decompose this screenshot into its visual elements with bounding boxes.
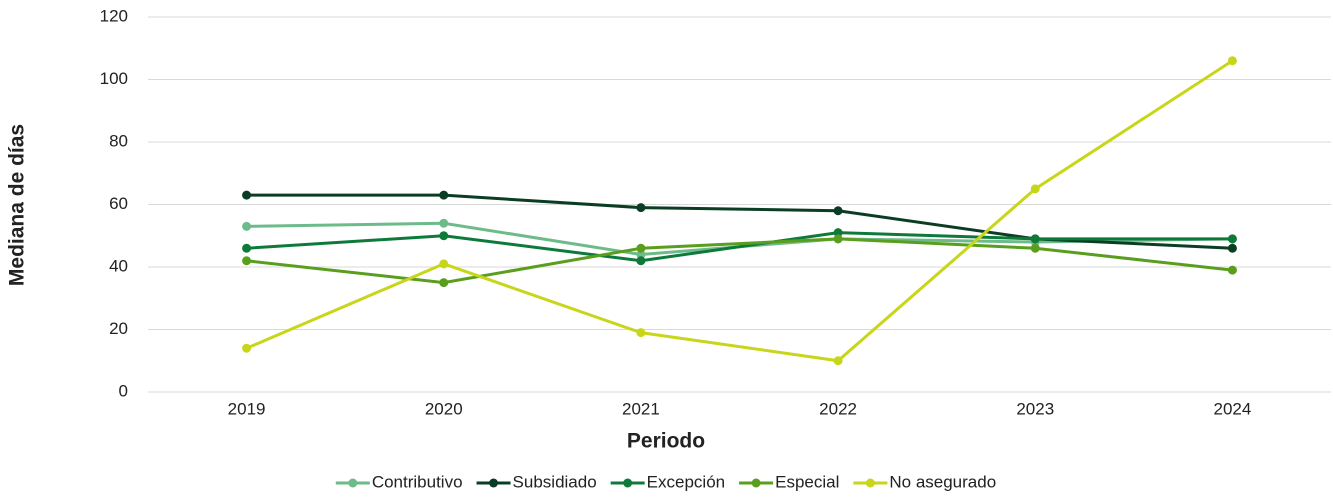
x-tick-label: 2019 <box>228 399 266 418</box>
data-point <box>242 243 252 253</box>
data-point <box>1227 56 1237 66</box>
x-tick-label: 2021 <box>622 399 660 418</box>
data-point <box>242 343 252 353</box>
x-tick-label: 2022 <box>819 399 857 418</box>
data-point <box>833 228 843 238</box>
series-line <box>246 231 1233 263</box>
legend-marker <box>623 478 633 488</box>
data-point <box>833 234 843 244</box>
legend-label: No asegurado <box>889 472 996 491</box>
legend-label: Especial <box>775 472 839 491</box>
data-point <box>439 259 449 269</box>
series-line <box>246 193 1233 250</box>
data-point <box>636 203 646 213</box>
x-tick-label: 2023 <box>1016 399 1054 418</box>
data-point <box>439 190 449 200</box>
data-point <box>242 221 252 231</box>
data-point <box>1030 234 1040 244</box>
legend-label: Excepción <box>647 472 725 491</box>
y-tick-label: 40 <box>109 256 128 275</box>
y-tick-label: 20 <box>109 319 128 338</box>
y-tick-label: 0 <box>119 381 128 400</box>
x-axis-title: Periodo <box>627 430 705 453</box>
x-tick-label: 2024 <box>1214 399 1252 418</box>
y-tick-label: 60 <box>109 194 128 213</box>
data-point <box>636 328 646 338</box>
data-point <box>636 243 646 253</box>
data-point <box>636 250 646 259</box>
legend-marker <box>865 478 875 488</box>
data-point <box>1030 243 1040 253</box>
data-point <box>439 231 449 241</box>
x-tick-label: 2020 <box>425 399 463 418</box>
data-point <box>833 356 843 366</box>
legend-marker <box>489 478 499 488</box>
series-line <box>245 59 1234 363</box>
data-point <box>1227 234 1237 244</box>
data-point <box>636 256 646 266</box>
data-point <box>242 256 252 266</box>
y-tick-label: 120 <box>100 6 128 25</box>
data-point <box>1227 243 1237 253</box>
data-point <box>439 218 449 228</box>
y-tick-label: 80 <box>109 131 128 150</box>
legend-label: Contributivo <box>372 472 463 491</box>
data-point <box>1227 265 1237 275</box>
data-point <box>833 206 843 216</box>
y-axis-title: Mediana de días <box>6 124 29 286</box>
legend-marker <box>348 478 358 488</box>
y-tick-label: 100 <box>100 69 128 88</box>
data-point <box>439 278 449 288</box>
data-point <box>1030 184 1040 194</box>
data-point <box>242 190 252 200</box>
legend-marker <box>751 478 761 488</box>
legend: Contributivo Subsidiado Excepción Especial N… <box>335 472 996 491</box>
legend-label: Subsidiado <box>513 472 597 491</box>
